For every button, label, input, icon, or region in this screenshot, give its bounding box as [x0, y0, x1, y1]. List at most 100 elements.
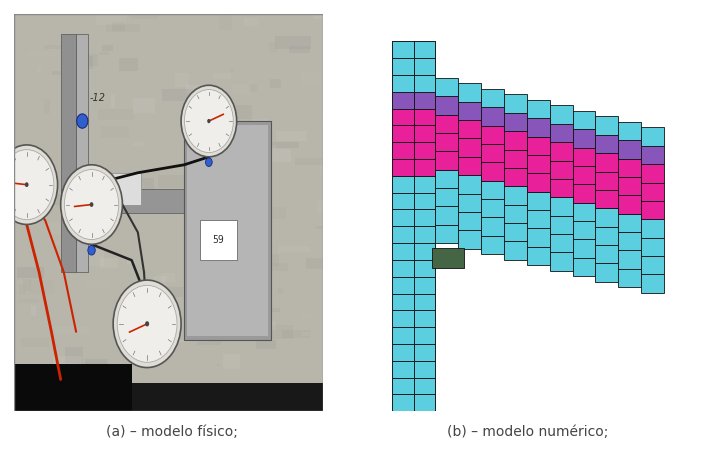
Bar [253, 119, 268, 134]
Bar [187, 85, 212, 93]
Polygon shape [572, 258, 595, 276]
Polygon shape [527, 228, 549, 247]
Bar [295, 158, 327, 165]
Polygon shape [458, 138, 481, 157]
Polygon shape [414, 226, 435, 243]
Bar [278, 288, 283, 294]
Polygon shape [392, 41, 414, 58]
Polygon shape [549, 216, 572, 234]
Bar [37, 66, 42, 71]
Bar [256, 325, 292, 339]
Bar [161, 287, 183, 297]
Polygon shape [527, 118, 549, 137]
Polygon shape [414, 361, 435, 377]
Polygon shape [414, 377, 435, 394]
Polygon shape [435, 78, 458, 96]
Polygon shape [549, 179, 572, 197]
Polygon shape [392, 108, 414, 125]
Circle shape [0, 150, 54, 220]
Polygon shape [618, 232, 641, 250]
Bar [14, 383, 323, 411]
Bar [112, 22, 125, 31]
Bar [60, 189, 200, 213]
Bar [255, 321, 276, 330]
Polygon shape [414, 75, 435, 92]
Polygon shape [414, 209, 435, 226]
Bar [217, 364, 220, 366]
Polygon shape [435, 151, 458, 170]
Bar [116, 316, 123, 327]
Polygon shape [392, 260, 414, 277]
Bar [133, 98, 154, 112]
Bar [101, 258, 118, 268]
Polygon shape [504, 205, 527, 223]
Polygon shape [392, 209, 414, 226]
Bar [101, 126, 129, 138]
Polygon shape [414, 377, 435, 394]
Bar [32, 305, 37, 316]
Polygon shape [392, 226, 414, 243]
Bar [131, 3, 158, 19]
Polygon shape [414, 193, 435, 209]
Polygon shape [595, 190, 618, 208]
Polygon shape [414, 142, 435, 159]
Polygon shape [595, 263, 618, 282]
Polygon shape [392, 176, 414, 193]
Polygon shape [392, 377, 414, 394]
Bar [256, 340, 276, 349]
Polygon shape [618, 250, 641, 269]
Bar [61, 117, 80, 125]
Bar [176, 340, 208, 342]
Bar [185, 121, 271, 340]
Polygon shape [618, 177, 641, 196]
Polygon shape [414, 92, 435, 108]
Polygon shape [549, 160, 572, 179]
Polygon shape [641, 128, 664, 146]
Polygon shape [595, 245, 618, 263]
Bar [22, 338, 49, 346]
Bar [62, 50, 75, 60]
Bar [27, 52, 55, 56]
Bar [162, 89, 195, 101]
Polygon shape [392, 142, 414, 159]
Bar [85, 359, 108, 366]
Polygon shape [414, 41, 435, 58]
Bar [106, 24, 140, 32]
Polygon shape [549, 252, 572, 271]
Polygon shape [504, 149, 527, 168]
Polygon shape [392, 193, 414, 209]
Bar [243, 157, 269, 164]
Bar [223, 105, 252, 119]
Text: -12: -12 [90, 93, 106, 103]
Polygon shape [392, 92, 414, 108]
Polygon shape [458, 212, 481, 230]
Polygon shape [392, 344, 414, 361]
Polygon shape [392, 377, 414, 394]
Bar [52, 71, 60, 75]
Bar [271, 79, 281, 88]
Polygon shape [481, 144, 504, 162]
Polygon shape [414, 125, 435, 142]
Polygon shape [572, 166, 595, 184]
Bar [320, 160, 351, 176]
Bar [113, 181, 145, 195]
Bar [56, 241, 61, 246]
Polygon shape [549, 124, 572, 142]
Polygon shape [549, 142, 572, 160]
Bar [225, 326, 235, 329]
Bar [111, 94, 115, 108]
Polygon shape [392, 209, 414, 226]
Polygon shape [458, 157, 481, 175]
Bar [119, 58, 139, 70]
Circle shape [60, 165, 122, 244]
Bar [35, 149, 43, 162]
Bar [261, 149, 292, 162]
Bar [317, 226, 346, 229]
Bar [211, 324, 234, 335]
Text: (b) – modelo numérico;: (b) – modelo numérico; [447, 425, 608, 439]
Polygon shape [572, 184, 595, 203]
Bar [269, 263, 288, 271]
Polygon shape [435, 170, 458, 188]
Polygon shape [414, 277, 435, 293]
Bar [14, 364, 131, 411]
